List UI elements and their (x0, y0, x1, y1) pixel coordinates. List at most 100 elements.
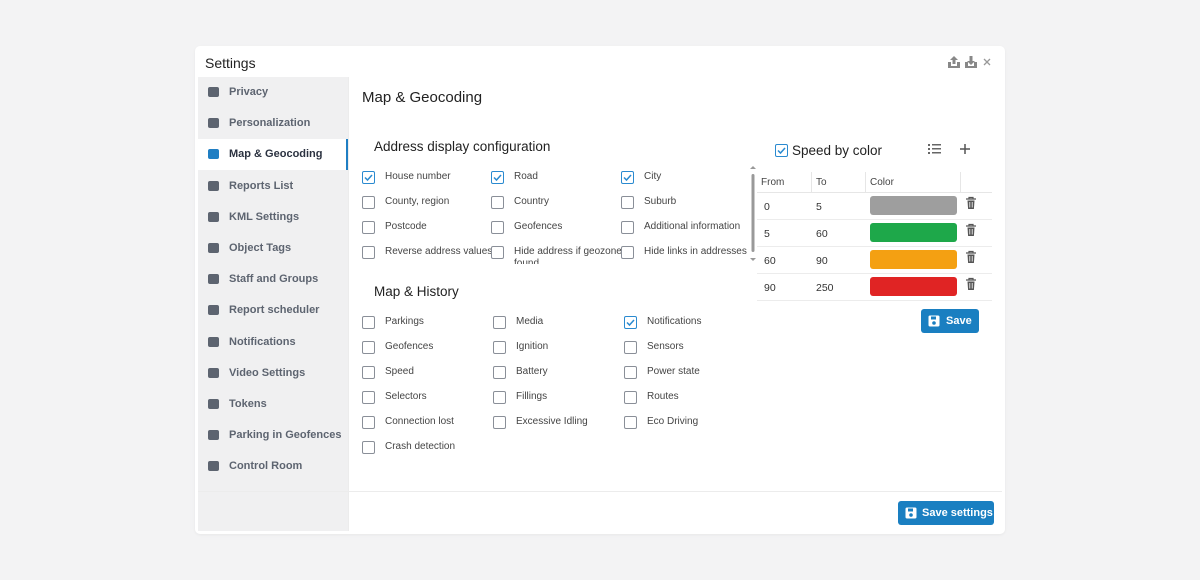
checkbox-option[interactable]: Media (493, 315, 619, 333)
checkbox-option[interactable]: Road (491, 170, 617, 188)
checkbox-option[interactable]: Hide links in addresses (621, 245, 747, 263)
checkbox[interactable] (621, 196, 634, 209)
sidebar-icon (208, 430, 219, 441)
option-label: Crash detection (385, 441, 456, 452)
color-swatch[interactable] (870, 250, 957, 269)
sidebar-item[interactable]: Notifications (198, 327, 348, 358)
color-swatch[interactable] (870, 277, 957, 296)
checkbox[interactable] (362, 171, 375, 184)
checkbox[interactable] (362, 366, 375, 379)
sidebar-item[interactable]: Object Tags (198, 233, 348, 264)
checkbox[interactable] (493, 341, 506, 354)
table-row (757, 274, 992, 301)
checkbox[interactable] (491, 221, 504, 234)
checkbox-option[interactable]: Reverse address values (362, 245, 492, 263)
checkbox[interactable] (491, 246, 504, 259)
sidebar-icon (208, 118, 219, 129)
checkbox-option[interactable]: Geofences (362, 340, 488, 358)
delete-row[interactable] (965, 250, 977, 264)
speed-actions[interactable] (928, 143, 978, 157)
checkbox[interactable] (775, 144, 788, 157)
checkbox-option[interactable]: Fillings (493, 390, 619, 408)
sidebar-item[interactable]: Report scheduler (198, 295, 348, 326)
checkbox-option[interactable]: Notifications (624, 315, 750, 333)
sidebar-item[interactable]: Tokens (198, 389, 348, 420)
checkbox-option[interactable]: House number (362, 170, 488, 188)
checkbox-option[interactable]: City (621, 170, 747, 188)
checkbox[interactable] (621, 221, 634, 234)
scrollbar[interactable] (749, 166, 757, 266)
save-settings-button[interactable]: Save settings (898, 501, 994, 525)
checkbox-option[interactable]: Connection lost (362, 415, 488, 433)
checkbox-option[interactable]: Battery (493, 365, 619, 383)
delete-row[interactable] (965, 277, 977, 291)
checkbox-option[interactable]: Eco Driving (624, 415, 750, 433)
option-label: Parkings (385, 316, 424, 327)
checkbox-option[interactable]: Speed (362, 365, 488, 383)
checkbox[interactable] (621, 246, 634, 259)
checkbox[interactable] (491, 196, 504, 209)
checkbox[interactable] (362, 416, 375, 429)
sidebar-item[interactable]: Reports List (198, 171, 348, 202)
checkbox[interactable] (624, 391, 637, 404)
checkbox-option[interactable]: Excessive Idling (493, 415, 619, 433)
checkbox[interactable] (362, 221, 375, 234)
column-header: To (816, 177, 827, 188)
checkbox-option[interactable]: Postcode (362, 220, 488, 238)
checkbox-option[interactable]: Country (491, 195, 617, 213)
checkbox[interactable] (624, 341, 637, 354)
checkbox-option[interactable]: Ignition (493, 340, 619, 358)
checkbox[interactable] (624, 416, 637, 429)
save-button[interactable]: Save (921, 309, 979, 333)
checkbox[interactable] (775, 143, 789, 161)
checkbox-option[interactable]: Power state (624, 365, 750, 383)
checkbox[interactable] (362, 391, 375, 404)
sidebar-icon (208, 87, 219, 97)
sidebar-icon (208, 180, 219, 191)
sidebar-item[interactable]: Privacy (198, 77, 348, 108)
checkbox-option[interactable]: Selectors (362, 390, 488, 408)
delete-row[interactable] (965, 196, 977, 210)
checkbox-option[interactable]: Additional information (621, 220, 747, 238)
checkbox[interactable] (493, 416, 506, 429)
sidebar-item[interactable]: Map & Geocoding (198, 139, 348, 171)
header-actions[interactable] (946, 55, 996, 69)
checkbox-option[interactable]: Hide address if geozone found (491, 245, 622, 264)
sidebar-icon (208, 149, 219, 160)
checkbox[interactable] (493, 366, 506, 379)
checkbox[interactable] (362, 441, 375, 454)
section-title: Map & History (374, 284, 459, 299)
checkbox[interactable] (491, 171, 504, 184)
checkbox[interactable] (362, 316, 375, 329)
color-swatch[interactable] (870, 196, 957, 215)
sidebar-item[interactable]: Control Room (198, 451, 348, 482)
checkbox[interactable] (362, 246, 375, 259)
sidebar-item[interactable]: Video Settings (198, 358, 348, 389)
option-label: Connection lost (385, 416, 454, 427)
checkbox[interactable] (362, 341, 375, 354)
option-label: Road (514, 171, 538, 182)
option-label: City (644, 171, 662, 182)
checkbox[interactable] (493, 391, 506, 404)
checkbox[interactable] (362, 196, 375, 209)
sidebar-item[interactable]: Personalization (198, 108, 348, 139)
checkbox[interactable] (624, 366, 637, 379)
checkbox[interactable] (493, 316, 506, 329)
checkbox-option[interactable]: Geofences (491, 220, 617, 238)
checkbox[interactable] (624, 316, 637, 329)
checkbox-option[interactable]: County, region (362, 195, 488, 213)
to-cell: 60 (816, 228, 828, 240)
checkbox-option[interactable]: Routes (624, 390, 750, 408)
checkbox-option[interactable]: Sensors (624, 340, 750, 358)
checkbox-option[interactable]: Suburb (621, 195, 747, 213)
checkbox-option[interactable]: Parkings (362, 315, 488, 333)
sidebar-item[interactable]: Parking in Geofences (198, 420, 348, 451)
checkbox[interactable] (621, 171, 634, 184)
sidebar-item[interactable]: KML Settings (198, 202, 348, 233)
sidebar-item[interactable]: Staff and Groups (198, 264, 348, 295)
delete-row[interactable] (965, 223, 977, 237)
checkbox-option[interactable]: Crash detection (362, 440, 488, 458)
option-label: Geofences (385, 341, 434, 352)
color-swatch[interactable] (870, 223, 957, 242)
option-label: Speed (385, 366, 414, 377)
